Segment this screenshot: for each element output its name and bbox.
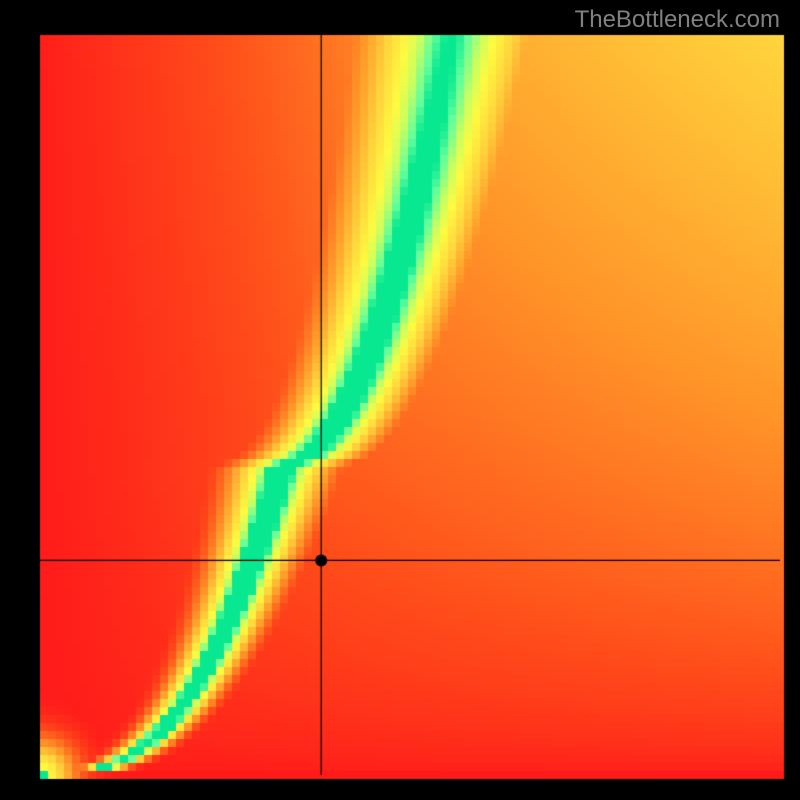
- bottleneck-heatmap: [0, 0, 800, 800]
- watermark-text: TheBottleneck.com: [575, 6, 780, 34]
- chart-container: TheBottleneck.com: [0, 0, 800, 800]
